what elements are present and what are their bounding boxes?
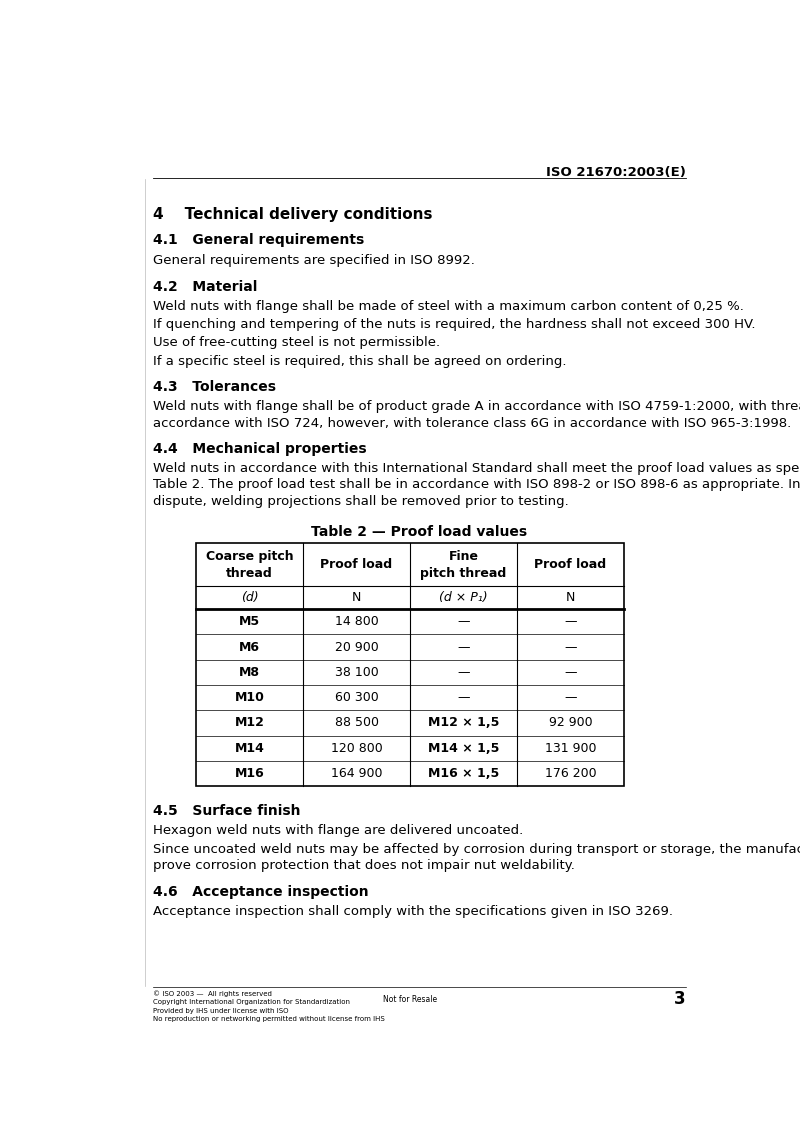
Text: Table 2. The proof load test shall be in accordance with ISO 898-2 or ISO 898-6 : Table 2. The proof load test shall be in… — [153, 479, 800, 491]
Text: 92 900: 92 900 — [549, 717, 592, 729]
Text: 3: 3 — [674, 990, 686, 1009]
Text: 60 300: 60 300 — [334, 692, 378, 704]
Text: —: — — [564, 641, 577, 653]
Text: (d): (d) — [241, 591, 258, 604]
Text: 4.1   General requirements: 4.1 General requirements — [153, 233, 364, 248]
Text: M14 × 1,5: M14 × 1,5 — [428, 741, 499, 755]
Text: Hexagon weld nuts with flange are delivered uncoated.: Hexagon weld nuts with flange are delive… — [153, 824, 523, 837]
Text: M5: M5 — [239, 616, 260, 628]
Text: Table 2 — Proof load values: Table 2 — Proof load values — [311, 525, 527, 540]
Text: If quenching and tempering of the nuts is required, the hardness shall not excee: If quenching and tempering of the nuts i… — [153, 318, 755, 331]
Text: Since uncoated weld nuts may be affected by corrosion during transport or storag: Since uncoated weld nuts may be affected… — [153, 842, 800, 856]
Text: M14: M14 — [234, 741, 265, 755]
Text: Weld nuts in accordance with this International Standard shall meet the proof lo: Weld nuts in accordance with this Intern… — [153, 462, 800, 474]
Text: Use of free-cutting steel is not permissible.: Use of free-cutting steel is not permiss… — [153, 336, 440, 350]
Text: M12: M12 — [234, 717, 265, 729]
Text: 14 800: 14 800 — [334, 616, 378, 628]
Text: 38 100: 38 100 — [334, 666, 378, 679]
Text: Fine
pitch thread: Fine pitch thread — [420, 550, 506, 580]
Text: N: N — [566, 591, 575, 604]
Text: M16: M16 — [234, 767, 265, 780]
Text: Not for Resale: Not for Resale — [383, 995, 437, 1004]
Text: M12 × 1,5: M12 × 1,5 — [428, 717, 499, 729]
Text: —: — — [458, 616, 470, 628]
Text: M6: M6 — [239, 641, 260, 653]
Text: prove corrosion protection that does not impair nut weldability.: prove corrosion protection that does not… — [153, 859, 574, 873]
Text: M8: M8 — [239, 666, 260, 679]
Text: —: — — [564, 666, 577, 679]
Text: —: — — [458, 666, 470, 679]
Text: 164 900: 164 900 — [330, 767, 382, 780]
Text: (d × P₁): (d × P₁) — [439, 591, 488, 604]
Text: accordance with ISO 724, however, with tolerance class 6G in accordance with ISO: accordance with ISO 724, however, with t… — [153, 417, 791, 429]
Text: 131 900: 131 900 — [545, 741, 596, 755]
Text: —: — — [564, 692, 577, 704]
Text: General requirements are specified in ISO 8992.: General requirements are specified in IS… — [153, 254, 474, 266]
Text: Acceptance inspection shall comply with the specifications given in ISO 3269.: Acceptance inspection shall comply with … — [153, 904, 673, 918]
Text: 88 500: 88 500 — [334, 717, 378, 729]
Text: M16 × 1,5: M16 × 1,5 — [428, 767, 499, 780]
Text: —: — — [458, 692, 470, 704]
Text: 176 200: 176 200 — [545, 767, 596, 780]
Text: Proof load: Proof load — [534, 558, 606, 572]
Text: 4.6   Acceptance inspection: 4.6 Acceptance inspection — [153, 884, 368, 899]
Text: 120 800: 120 800 — [330, 741, 382, 755]
Text: Weld nuts with flange shall be made of steel with a maximum carbon content of 0,: Weld nuts with flange shall be made of s… — [153, 300, 743, 312]
Bar — [196, 543, 624, 786]
Text: 4.4   Mechanical properties: 4.4 Mechanical properties — [153, 441, 366, 456]
Text: 4.5   Surface finish: 4.5 Surface finish — [153, 804, 300, 817]
Text: 4    Technical delivery conditions: 4 Technical delivery conditions — [153, 207, 432, 222]
Text: Proof load: Proof load — [321, 558, 393, 572]
Text: N: N — [352, 591, 362, 604]
Text: M10: M10 — [234, 692, 265, 704]
Text: © ISO 2003 —  All rights reserved
Copyright International Organization for Stand: © ISO 2003 — All rights reserved Copyrig… — [153, 990, 385, 1022]
Text: 20 900: 20 900 — [334, 641, 378, 653]
Text: dispute, welding projections shall be removed prior to testing.: dispute, welding projections shall be re… — [153, 495, 569, 508]
Text: Coarse pitch
thread: Coarse pitch thread — [206, 550, 294, 580]
Text: 4.3   Tolerances: 4.3 Tolerances — [153, 380, 276, 394]
Text: Weld nuts with flange shall be of product grade A in accordance with ISO 4759-1:: Weld nuts with flange shall be of produc… — [153, 400, 800, 413]
Text: —: — — [458, 641, 470, 653]
Text: If a specific steel is required, this shall be agreed on ordering.: If a specific steel is required, this sh… — [153, 354, 566, 368]
Text: 4.2   Material: 4.2 Material — [153, 280, 257, 293]
Text: ISO 21670:2003(E): ISO 21670:2003(E) — [546, 166, 686, 179]
Text: —: — — [564, 616, 577, 628]
